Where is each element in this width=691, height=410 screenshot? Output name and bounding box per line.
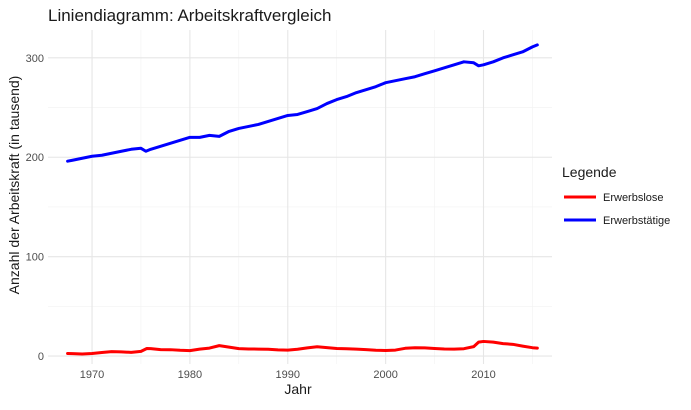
x-tick-label: 1980 (178, 369, 202, 381)
series-line-erwerbslose (66, 339, 539, 356)
legend: Legende Erwerbslose Erwerbstätige (562, 164, 670, 227)
legend-items: Erwerbslose Erwerbstätige (564, 192, 670, 227)
x-tick-label: 2010 (471, 369, 495, 381)
y-tick-label: 300 (26, 53, 44, 65)
x-tick-label: 2000 (373, 369, 397, 381)
chart-title: Liniendiagramm: Arbeitskraftvergleich (48, 6, 331, 25)
y-tick-label: 100 (26, 252, 44, 264)
series-line-erwerbstaetige (66, 43, 539, 163)
x-axis-title: Jahr (284, 381, 312, 397)
y-axis-title: Anzahl der Arbeitskraft (in tausend) (6, 76, 22, 295)
y-tick-label: 200 (26, 152, 44, 164)
legend-label: Erwerbstätige (603, 215, 670, 227)
x-tick-label: 1990 (276, 369, 300, 381)
legend-label: Erwerbslose (603, 192, 664, 204)
series-lines (66, 43, 539, 356)
legend-title: Legende (562, 164, 617, 180)
tick-labels: 1970 1980 1990 2000 2010 0 100 200 300 (26, 53, 496, 381)
gridlines (48, 30, 552, 364)
y-tick-label: 0 (38, 351, 44, 363)
x-tick-label: 1970 (80, 369, 104, 381)
